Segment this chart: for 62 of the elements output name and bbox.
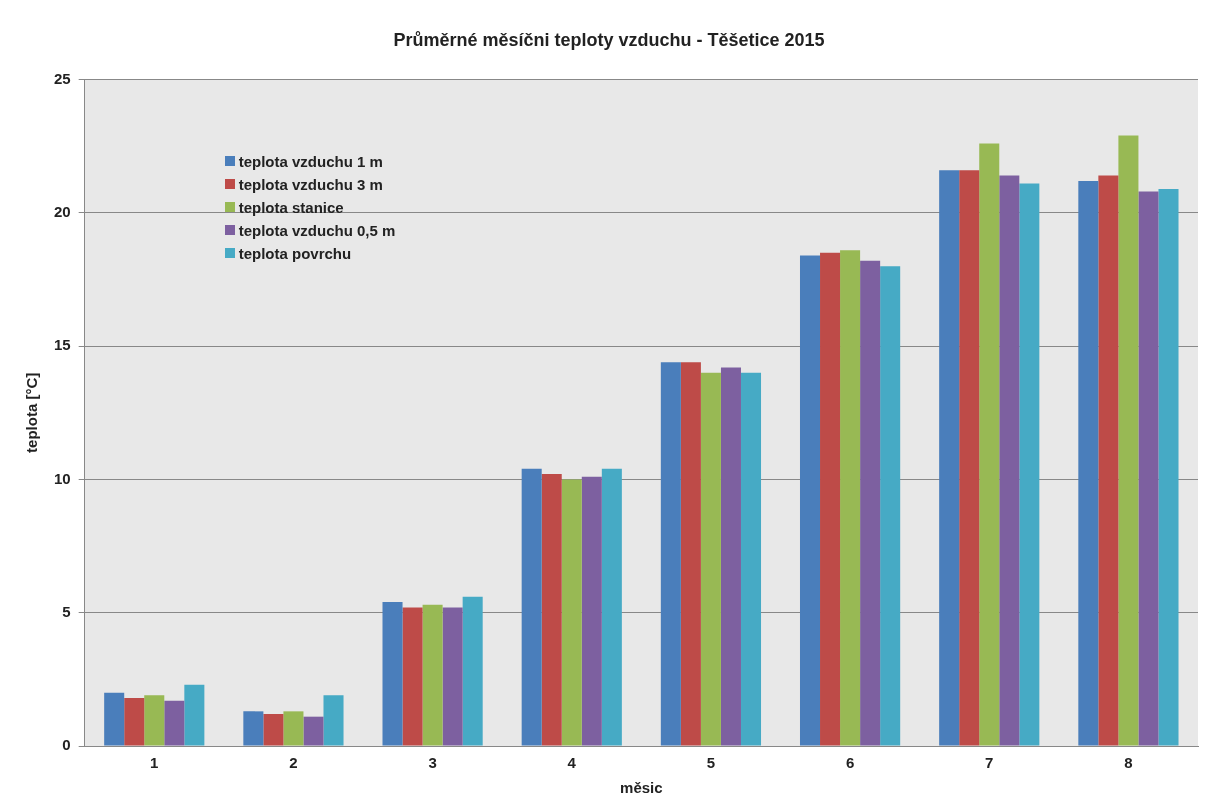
legend-label: teplota stanice bbox=[238, 197, 344, 218]
bar bbox=[164, 700, 185, 746]
x-tick-label: 7 bbox=[985, 754, 994, 772]
bar bbox=[303, 716, 324, 746]
bar bbox=[581, 476, 602, 746]
bar bbox=[939, 170, 960, 746]
bar bbox=[740, 372, 762, 746]
legend-label: teplota povrchu bbox=[238, 243, 352, 264]
bar bbox=[283, 711, 304, 746]
bar bbox=[1078, 180, 1099, 746]
bar bbox=[243, 711, 264, 746]
legend-label: teplota vzduchu 3 m bbox=[238, 174, 383, 195]
bar bbox=[700, 372, 721, 746]
bar bbox=[860, 260, 881, 746]
bar bbox=[323, 695, 344, 746]
bar bbox=[104, 692, 125, 746]
bar bbox=[1019, 183, 1040, 746]
y-tick-label: 10 bbox=[54, 469, 71, 487]
x-tick-label: 4 bbox=[567, 754, 577, 772]
bar bbox=[1158, 188, 1179, 746]
x-tick-label: 8 bbox=[1124, 754, 1133, 772]
bar bbox=[601, 468, 622, 746]
bar bbox=[840, 250, 861, 746]
y-tick-label: 15 bbox=[54, 336, 71, 354]
bar bbox=[561, 479, 582, 746]
x-tick-label: 1 bbox=[150, 754, 159, 772]
bar bbox=[442, 607, 463, 746]
bar bbox=[720, 367, 741, 746]
bar bbox=[124, 698, 145, 746]
x-tick-label: 5 bbox=[706, 754, 716, 772]
x-axis-title: měsic bbox=[620, 779, 663, 797]
y-tick-label: 20 bbox=[54, 203, 71, 221]
bar bbox=[1118, 135, 1139, 746]
x-tick-label: 2 bbox=[289, 754, 298, 772]
bar bbox=[680, 362, 701, 746]
bar bbox=[979, 143, 1000, 746]
y-axis-title: teplota [°C] bbox=[23, 372, 41, 453]
legend-label: teplota vzduchu 0,5 m bbox=[238, 220, 396, 241]
x-tick-label: 6 bbox=[845, 754, 855, 772]
bar bbox=[184, 684, 205, 746]
bar bbox=[799, 255, 821, 746]
legend-label: teplota vzduchu 1 m bbox=[238, 151, 383, 172]
bar bbox=[263, 714, 284, 746]
bar bbox=[660, 362, 681, 746]
bar bbox=[1098, 175, 1119, 746]
bar bbox=[820, 252, 841, 746]
bar bbox=[541, 474, 562, 746]
y-tick-label: 25 bbox=[54, 69, 71, 87]
bar bbox=[880, 266, 901, 746]
bar bbox=[1138, 191, 1159, 746]
y-tick-label: 5 bbox=[62, 602, 71, 620]
chart-title: Průměrné měsíčni teploty vzduchu - Těšetice 2015 bbox=[393, 29, 825, 50]
y-tick-label: 0 bbox=[62, 736, 71, 754]
bar bbox=[382, 602, 403, 746]
bar bbox=[144, 695, 165, 746]
bar bbox=[999, 175, 1020, 746]
bar bbox=[521, 468, 542, 746]
x-tick-label: 3 bbox=[428, 754, 437, 772]
bar bbox=[402, 607, 423, 746]
bar bbox=[462, 596, 483, 746]
bar bbox=[422, 604, 443, 746]
bar bbox=[959, 170, 980, 746]
